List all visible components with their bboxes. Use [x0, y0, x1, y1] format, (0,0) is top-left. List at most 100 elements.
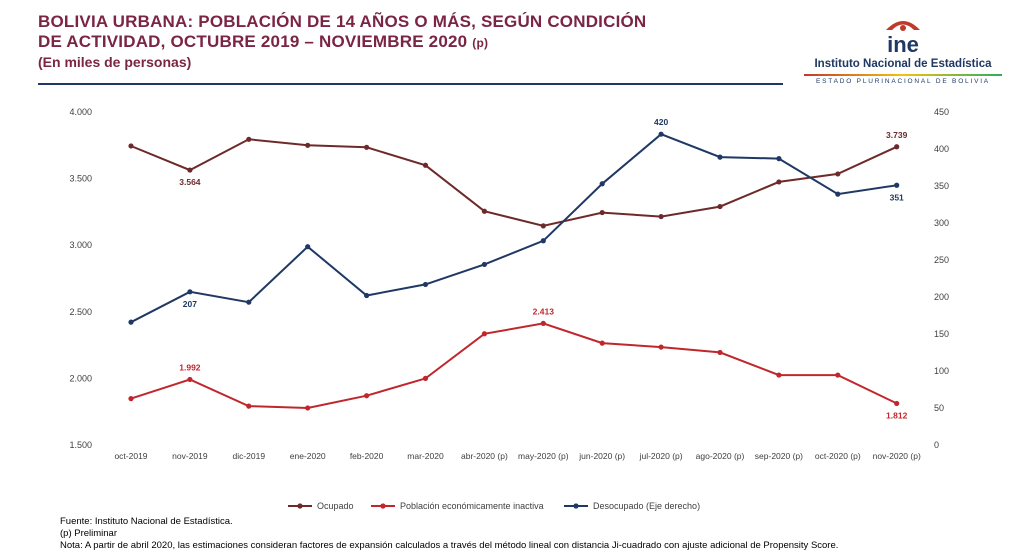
chart-title-text: DE ACTIVIDAD, OCTUBRE 2019 – NOVIEMBRE 2… — [38, 32, 468, 51]
data-point-1 — [246, 403, 252, 409]
legend-label: Población económicamente inactiva — [400, 501, 544, 511]
series-line-1 — [130, 322, 898, 410]
data-point-0 — [599, 209, 605, 216]
data-point-0 — [835, 171, 841, 177]
data-label: 420 — [654, 117, 668, 127]
y-right-tick-label: 350 — [934, 181, 949, 191]
data-point-1 — [128, 396, 134, 402]
data-point-1 — [305, 405, 311, 411]
legend-marker — [573, 503, 579, 509]
data-point-0 — [776, 179, 782, 185]
data-point-1 — [658, 344, 664, 350]
x-tick-label: ago-2020 (p) — [696, 451, 745, 461]
data-label: 1.992 — [179, 362, 201, 372]
data-point-2 — [540, 238, 546, 244]
data-point-0 — [364, 144, 370, 150]
data-point-2 — [422, 281, 429, 288]
series-line-2 — [130, 133, 897, 324]
legend-marker — [297, 503, 303, 509]
data-point-1 — [540, 320, 546, 326]
footer-prelim: (p) Preliminar — [60, 528, 118, 539]
x-tick-label: dic-2019 — [232, 451, 265, 461]
data-point-2 — [246, 299, 252, 305]
x-tick-label: jun-2020 (p) — [578, 451, 625, 461]
x-tick-label: jul-2020 (p) — [639, 451, 683, 461]
y-left-tick-label: 1.500 — [69, 440, 92, 450]
data-point-2 — [364, 292, 370, 299]
data-point-2 — [305, 244, 311, 250]
data-point-2 — [128, 319, 134, 325]
ine-logo: ine Instituto Nacional de Estadística ES… — [800, 14, 1006, 96]
data-point-1 — [422, 375, 429, 381]
x-tick-label: mar-2020 — [407, 451, 444, 461]
x-tick-label: oct-2019 — [114, 451, 147, 461]
y-left-tick-label: 2.500 — [69, 307, 92, 317]
header-rule — [38, 83, 783, 85]
data-point-0 — [717, 203, 723, 210]
x-tick-label: nov-2020 (p) — [873, 451, 921, 461]
y-left-tick-label: 4.000 — [69, 107, 92, 117]
y-right-tick-label: 400 — [934, 144, 949, 154]
data-point-0 — [422, 162, 429, 168]
footer-source: Fuente: Instituto Nacional de Estadístic… — [60, 516, 233, 527]
data-point-1 — [187, 376, 193, 383]
data-point-2 — [894, 182, 900, 188]
y-right-tick-label: 250 — [934, 255, 949, 265]
data-point-0 — [128, 143, 134, 149]
data-point-0 — [305, 142, 311, 148]
logo-tagline: ESTADO PLURINACIONAL DE BOLIVIA — [816, 78, 990, 85]
logo-name: Instituto Nacional de Estadística — [814, 58, 992, 70]
data-point-1 — [481, 331, 487, 337]
data-point-2 — [599, 181, 605, 187]
x-tick-label: abr-2020 (p) — [461, 451, 508, 461]
y-right-tick-label: 50 — [934, 403, 944, 413]
footer-note: Nota: A partir de abril 2020, las estima… — [60, 540, 839, 551]
x-tick-label: nov-2019 — [172, 451, 208, 461]
data-point-2 — [717, 154, 723, 160]
series-line-0 — [130, 138, 898, 227]
y-left-tick-label: 3.500 — [69, 174, 92, 184]
y-left-tick-label: 3.000 — [69, 240, 92, 250]
legend-label: Desocupado (Eje derecho) — [593, 501, 700, 511]
x-tick-label: ene-2020 — [290, 451, 326, 461]
data-point-0 — [894, 144, 900, 150]
data-label: 3.564 — [179, 177, 201, 187]
y-right-tick-label: 0 — [934, 440, 939, 450]
data-point-2 — [776, 156, 782, 162]
data-point-1 — [599, 340, 605, 346]
legend-marker — [380, 503, 386, 509]
data-point-2 — [658, 131, 664, 137]
line-chart: 1.500 2.000 2.500 3.000 3.500 4.000 0 50 100 150 2… — [69, 107, 949, 511]
data-point-1 — [364, 393, 370, 399]
x-tick-label: feb-2020 — [350, 451, 384, 461]
data-point-0 — [481, 208, 487, 214]
data-point-2 — [187, 289, 193, 295]
ine-logo-icon: ine — [886, 21, 920, 57]
data-point-1 — [776, 372, 782, 378]
title-block: BOLIVIA URBANA: POBLACIÓN DE 14 AÑOS O M… — [38, 12, 798, 71]
x-tick-label: sep-2020 (p) — [755, 451, 803, 461]
data-point-0 — [540, 223, 546, 229]
x-tick-label: may-2020 (p) — [518, 451, 569, 461]
data-point-1 — [894, 400, 900, 407]
logo-mark-text: ine — [887, 32, 919, 57]
y-right-tick-label: 200 — [934, 292, 949, 302]
data-point-0 — [246, 136, 252, 142]
data-point-2 — [481, 261, 487, 268]
chart-subtitle: (En miles de personas) — [38, 54, 192, 70]
logo-color-bar — [804, 74, 1002, 76]
y-right-tick-label: 150 — [934, 329, 949, 339]
x-tick-label: oct-2020 (p) — [815, 451, 861, 461]
chart-title-line2: DE ACTIVIDAD, OCTUBRE 2019 – NOVIEMBRE 2… — [38, 32, 798, 53]
y-left-tick-label: 2.000 — [69, 373, 92, 383]
data-label: 351 — [890, 192, 904, 202]
data-point-1 — [717, 349, 723, 356]
data-label: 1.812 — [886, 410, 908, 420]
data-point-0 — [187, 167, 193, 173]
y-right-tick-label: 300 — [934, 218, 949, 228]
data-point-1 — [835, 372, 841, 378]
legend-label: Ocupado — [317, 501, 354, 511]
data-label: 2.413 — [533, 306, 555, 316]
chart-title-line1: BOLIVIA URBANA: POBLACIÓN DE 14 AÑOS O M… — [38, 12, 647, 31]
data-label: 3.739 — [886, 130, 908, 140]
